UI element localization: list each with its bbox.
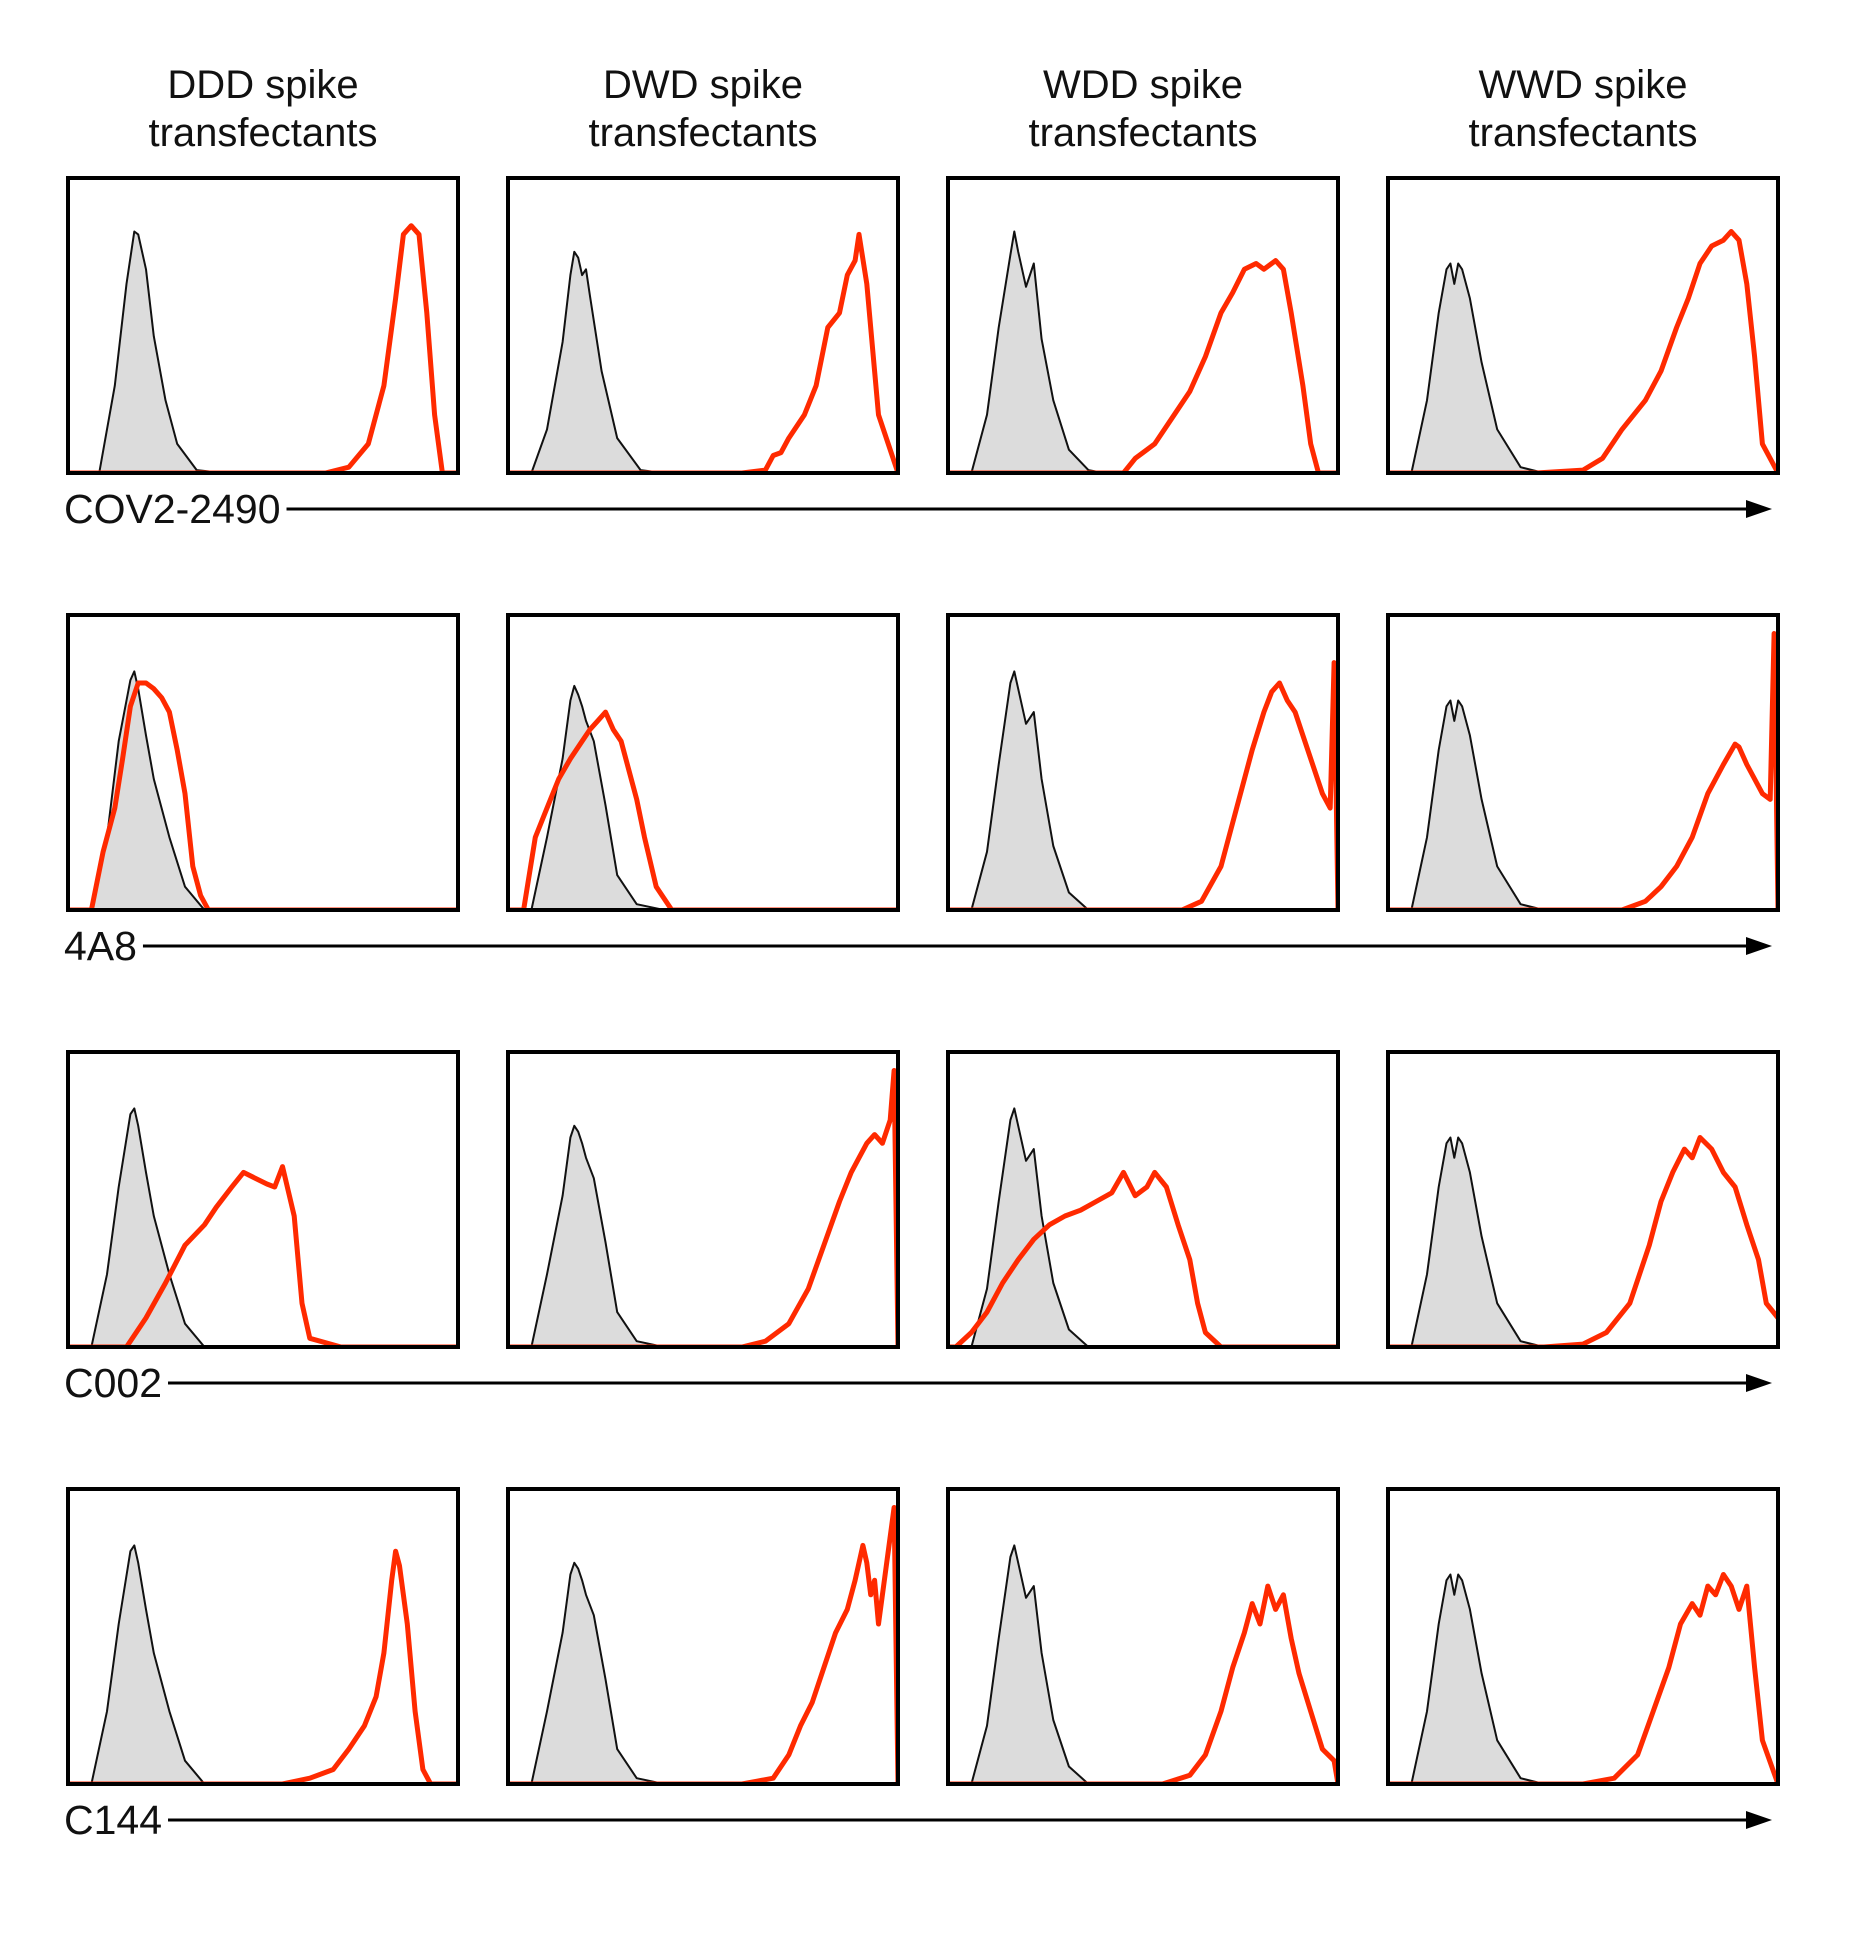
control-histogram-fill	[948, 231, 1338, 473]
sample-histogram-line	[68, 680, 458, 910]
control-histogram-fill	[68, 1545, 458, 1784]
histogram-panel-4a8-ddd	[66, 613, 460, 912]
control-histogram-line	[530, 250, 898, 473]
control-histogram-fill	[948, 671, 1338, 910]
sample-histogram-line	[1388, 229, 1778, 473]
histogram-panel-cov2-2490-wwd	[1386, 176, 1780, 475]
control-histogram-line	[1410, 1136, 1778, 1347]
control-histogram-fill	[1388, 700, 1778, 910]
histogram-panel-cov2-2490-ddd	[66, 176, 460, 475]
panel-frame	[506, 1050, 900, 1349]
panel-frame	[946, 1050, 1340, 1349]
histogram-panel-4a8-dwd	[506, 613, 900, 912]
row-cov2-2490: COV2-2490	[64, 176, 1780, 532]
control-histogram-fill	[508, 685, 898, 910]
control-histogram-line	[530, 1124, 898, 1347]
column-label-wdd-spike: WDD spike transfectants	[1028, 63, 1257, 155]
column-label-ddd-spike: DDD spike transfectants	[148, 63, 377, 155]
sample-histogram-line	[948, 1169, 1338, 1347]
row-label-cov2-2490: COV2-2490	[64, 486, 281, 532]
panel-frame	[506, 613, 900, 912]
histogram-panel-c002-wwd	[1386, 1050, 1780, 1349]
control-histogram-fill	[68, 671, 458, 910]
row-4a8: 4A8	[64, 613, 1780, 969]
sample-histogram-line	[508, 709, 898, 910]
panel-frame	[1386, 1050, 1780, 1349]
histogram-panel-c144-ddd	[66, 1487, 460, 1786]
histogram-rows: COV2-2490 4A8 C002 C144	[64, 176, 1780, 1843]
control-histogram-fill	[1388, 1137, 1778, 1347]
histogram-panel-c002-dwd	[506, 1050, 900, 1349]
control-histogram-fill	[68, 231, 458, 473]
histogram-panel-4a8-wwd	[1386, 613, 1780, 912]
arrowhead-icon	[1746, 937, 1772, 955]
histogram-panel-4a8-wdd	[946, 613, 1340, 912]
control-histogram-line	[530, 684, 898, 910]
sample-histogram-line	[1388, 631, 1778, 910]
panel-frame	[946, 176, 1340, 475]
row-c144: C144	[64, 1487, 1780, 1843]
panel-frame	[66, 176, 460, 475]
control-histogram-line	[90, 670, 458, 910]
column-labels: DDD spike transfectants DWD spike transfect…	[148, 63, 1697, 155]
sample-histogram-line	[948, 258, 1338, 473]
sample-histogram-line	[508, 231, 898, 473]
control-histogram-line	[970, 1107, 1338, 1347]
column-label-dwd-spike: DWD spike transfectants	[588, 63, 817, 155]
sample-histogram-line	[508, 1505, 898, 1784]
row-label-c144: C144	[64, 1797, 162, 1843]
panel-frame	[66, 613, 460, 912]
row-label-c002: C002	[64, 1360, 162, 1406]
panel-frame	[66, 1487, 460, 1786]
control-histogram-line	[90, 1107, 458, 1347]
control-histogram-line	[970, 230, 1338, 473]
control-histogram-line	[1410, 1573, 1778, 1784]
histogram-panel-c144-dwd	[506, 1487, 900, 1786]
control-histogram-line	[970, 670, 1338, 910]
control-histogram-line	[1410, 262, 1778, 473]
sample-histogram-line	[1388, 1572, 1778, 1784]
histogram-panel-cov2-2490-wdd	[946, 176, 1340, 475]
row-label-4a8: 4A8	[64, 923, 137, 969]
histogram-panel-c002-wdd	[946, 1050, 1340, 1349]
sample-histogram-line	[1388, 1135, 1778, 1347]
histogram-panel-cov2-2490-dwd	[506, 176, 900, 475]
panel-frame	[1386, 613, 1780, 912]
sample-histogram-line	[508, 1068, 898, 1347]
panel-frame	[66, 1050, 460, 1349]
histogram-panel-c002-ddd	[66, 1050, 460, 1349]
column-label-wwd-spike: WWD spike transfectants	[1468, 63, 1697, 155]
panel-frame	[1386, 1487, 1780, 1786]
histogram-panel-c144-wdd	[946, 1487, 1340, 1786]
panel-frame	[946, 613, 1340, 912]
sample-histogram-line	[68, 1548, 458, 1784]
control-histogram-line	[1410, 699, 1778, 910]
panel-frame	[1386, 176, 1780, 475]
control-histogram-fill	[508, 1125, 898, 1347]
sample-histogram-line	[948, 1583, 1338, 1784]
control-histogram-line	[530, 1561, 898, 1784]
arrowhead-icon	[1746, 500, 1772, 518]
control-histogram-line	[90, 1544, 458, 1784]
sample-histogram-line	[948, 660, 1338, 910]
histogram-panel-c144-wwd	[1386, 1487, 1780, 1786]
panel-frame	[946, 1487, 1340, 1786]
control-histogram-fill	[508, 1562, 898, 1784]
panel-frame	[506, 1487, 900, 1786]
arrowhead-icon	[1746, 1811, 1772, 1829]
control-histogram-fill	[1388, 1574, 1778, 1784]
control-histogram-fill	[948, 1545, 1338, 1784]
arrowhead-icon	[1746, 1374, 1772, 1392]
panel-frame	[506, 176, 900, 475]
control-histogram-fill	[1388, 263, 1778, 473]
sample-histogram-line	[68, 1164, 458, 1347]
control-histogram-line	[970, 1544, 1338, 1784]
control-histogram-fill	[508, 251, 898, 473]
control-histogram-fill	[948, 1108, 1338, 1347]
row-c002: C002	[64, 1050, 1780, 1406]
